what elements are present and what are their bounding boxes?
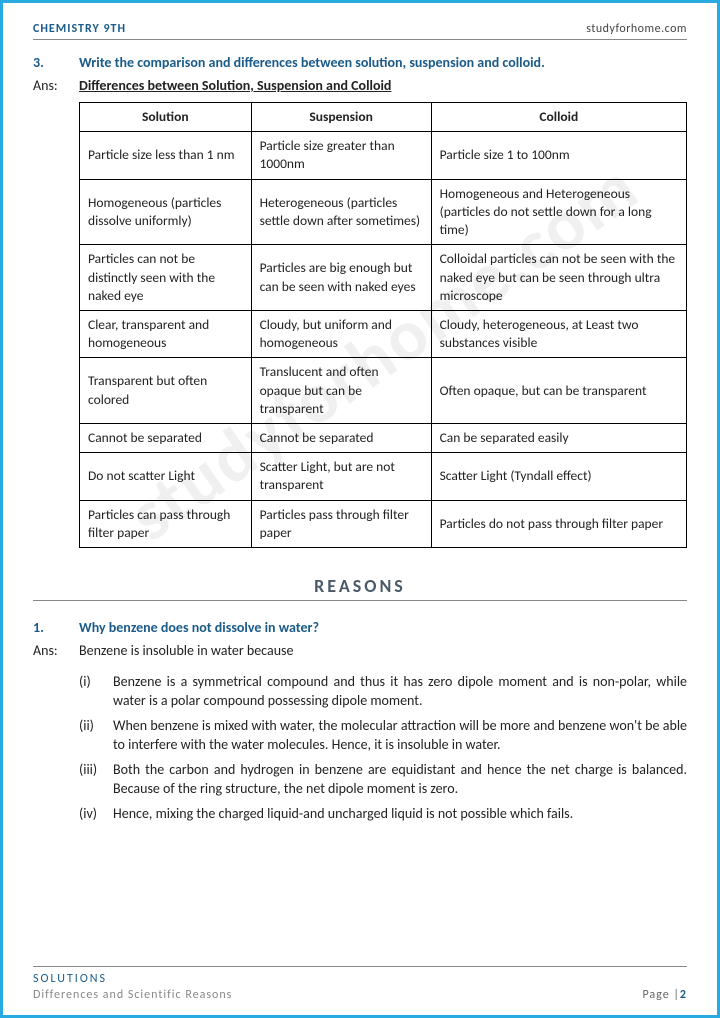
point-number: (ii) <box>79 717 113 755</box>
table-row: Particles can pass through filter paperP… <box>80 500 687 547</box>
table-cell: Can be separated easily <box>431 424 686 453</box>
table-cell: Heterogeneous (particles settle down aft… <box>251 179 431 245</box>
footer-page: Page |2 <box>642 987 687 1003</box>
answer-3-heading-row: Ans: Differences between Solution, Suspe… <box>33 77 687 96</box>
table-cell: Homogeneous (particles dissolve uniforml… <box>80 179 252 245</box>
table-row: Particles can not be distinctly seen wit… <box>80 245 687 311</box>
point-number: (iv) <box>79 805 113 824</box>
section-title: REASONS <box>33 574 687 598</box>
table-cell: Particle size less than 1 nm <box>80 132 252 179</box>
footer-title: SOLUTIONS <box>33 971 232 987</box>
answer-heading: Differences between Solution, Suspension… <box>79 77 391 96</box>
question-1: 1. Why benzene does not dissolve in wate… <box>33 619 687 638</box>
point-text: When benzene is mixed with water, the mo… <box>113 717 687 755</box>
table-cell: Cloudy, heterogeneous, at Least two subs… <box>431 310 686 357</box>
table-cell: Do not scatter Light <box>80 453 252 500</box>
table-cell: Particles can pass through filter paper <box>80 500 252 547</box>
answer-point: (iii)Both the carbon and hydrogen in ben… <box>79 761 687 799</box>
point-number: (i) <box>79 673 113 711</box>
table-cell: Translucent and often opaque but can be … <box>251 358 431 424</box>
col-header: Colloid <box>431 102 686 131</box>
footer-subtitle: Differences and Scientific Reasons <box>33 987 232 1003</box>
question-number: 3. <box>33 54 79 73</box>
table-cell: Particle size greater than 1000nm <box>251 132 431 179</box>
answer-label: Ans: <box>33 642 79 667</box>
table-row: Particle size less than 1 nmParticle siz… <box>80 132 687 179</box>
answer-intro: Benzene is insoluble in water because <box>79 642 294 661</box>
table-cell: Particles pass through filter paper <box>251 500 431 547</box>
question-3: 3. Write the comparison and differences … <box>33 54 687 73</box>
table-cell: Particle size 1 to 100nm <box>431 132 686 179</box>
point-number: (iii) <box>79 761 113 799</box>
table-row: Homogeneous (particles dissolve uniforml… <box>80 179 687 245</box>
table-cell: Cannot be separated <box>80 424 252 453</box>
answer-point: (iv)Hence, mixing the charged liquid-and… <box>79 805 687 824</box>
footer-left: SOLUTIONS Differences and Scientific Rea… <box>33 971 232 1003</box>
section-divider <box>33 600 687 601</box>
table-header-row: Solution Suspension Colloid <box>80 102 687 131</box>
table-cell: Transparent but often colored <box>80 358 252 424</box>
table-cell: Particles are big enough but can be seen… <box>251 245 431 311</box>
comparison-table: Solution Suspension Colloid Particle siz… <box>79 102 687 548</box>
table-cell: Particles can not be distinctly seen wit… <box>80 245 252 311</box>
answer-point: (ii)When benzene is mixed with water, th… <box>79 717 687 755</box>
table-row: Transparent but often coloredTranslucent… <box>80 358 687 424</box>
col-header: Solution <box>80 102 252 131</box>
col-header: Suspension <box>251 102 431 131</box>
table-cell: Cannot be separated <box>251 424 431 453</box>
page-number: 2 <box>680 988 687 1002</box>
table-row: Do not scatter LightScatter Light, but a… <box>80 453 687 500</box>
table-row: Clear, transparent and homogeneousCloudy… <box>80 310 687 357</box>
question-number: 1. <box>33 619 79 638</box>
table-cell: Cloudy, but uniform and homogeneous <box>251 310 431 357</box>
table-row: Cannot be separatedCannot be separatedCa… <box>80 424 687 453</box>
answer-1-row: Ans: Benzene is insoluble in water becau… <box>33 642 687 667</box>
point-text: Hence, mixing the charged liquid-and unc… <box>113 805 687 824</box>
table-cell: Clear, transparent and homogeneous <box>80 310 252 357</box>
point-text: Both the carbon and hydrogen in benzene … <box>113 761 687 799</box>
table-cell: Particles do not pass through filter pap… <box>431 500 686 547</box>
point-text: Benzene is a symmetrical compound and th… <box>113 673 687 711</box>
question-text: Write the comparison and differences bet… <box>79 54 687 73</box>
answer-label: Ans: <box>33 77 79 96</box>
header-right: studyforhome.com <box>586 21 687 37</box>
table-cell: Scatter Light (Tyndall effect) <box>431 453 686 500</box>
table-cell: Colloidal particles can not be seen with… <box>431 245 686 311</box>
answer-point: (i)Benzene is a symmetrical compound and… <box>79 673 687 711</box>
question-text: Why benzene does not dissolve in water? <box>79 619 687 638</box>
header-left: CHEMISTRY 9TH <box>33 21 126 37</box>
page-label: Page | <box>642 988 679 1002</box>
page-footer: SOLUTIONS Differences and Scientific Rea… <box>33 966 687 1003</box>
table-cell: Homogeneous and Heterogeneous (particles… <box>431 179 686 245</box>
table-cell: Scatter Light, but are not transparent <box>251 453 431 500</box>
page-header: CHEMISTRY 9TH studyforhome.com <box>33 21 687 40</box>
table-cell: Often opaque, but can be transparent <box>431 358 686 424</box>
